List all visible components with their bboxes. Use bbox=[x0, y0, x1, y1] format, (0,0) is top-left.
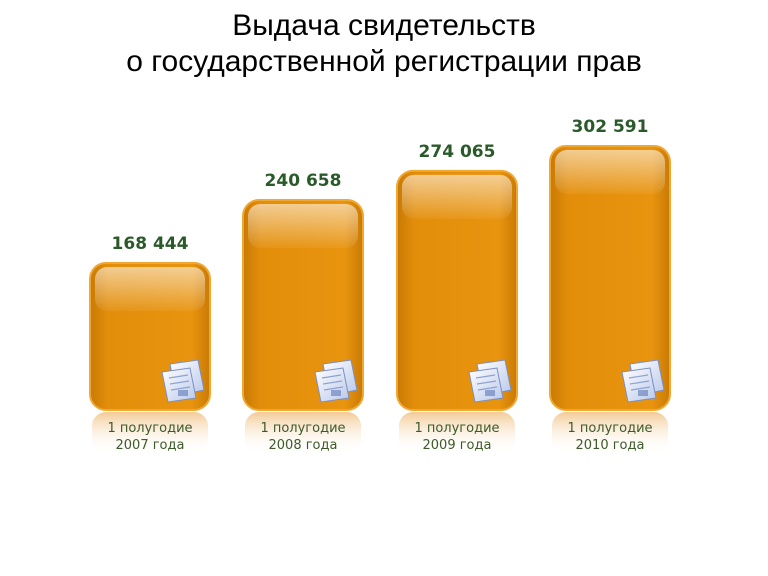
category-label: 1 полугодие bbox=[414, 421, 499, 436]
bar-gloss bbox=[248, 204, 358, 249]
bar bbox=[549, 145, 671, 411]
bar bbox=[396, 169, 518, 411]
bar-group: 240 658 1 полугодие 2008 года bbox=[242, 171, 364, 454]
category-label: 2008 года bbox=[269, 438, 338, 453]
category-label: 1 полугодие bbox=[107, 421, 192, 436]
bar-reflection bbox=[552, 412, 668, 454]
category-label: 1 полугодие bbox=[567, 421, 652, 436]
bars-layer: 168 444 1 полугодие 2007 года 240 658 1 полу… bbox=[89, 117, 671, 454]
bar-reflection bbox=[399, 412, 515, 454]
bar-value-label: 168 444 bbox=[112, 234, 189, 254]
chart-title-line-1: Выдача свидетельств bbox=[232, 9, 536, 42]
bar-gloss bbox=[555, 150, 665, 194]
document-icon bbox=[314, 359, 358, 403]
bar-reflection bbox=[245, 412, 361, 454]
category-label: 2009 года bbox=[423, 438, 492, 453]
chart-title-line-2: о государственной регистрации прав bbox=[126, 45, 642, 78]
bar-gloss bbox=[402, 174, 512, 219]
category-label: 2010 года bbox=[576, 438, 645, 453]
chart-title: Выдача свидетельств о государственной ре… bbox=[0, 8, 768, 80]
bar bbox=[242, 199, 364, 411]
bar-value-label: 302 591 bbox=[572, 117, 649, 137]
category-label: 2007 года bbox=[116, 438, 185, 453]
bar-value-label: 274 065 bbox=[419, 142, 496, 162]
bar-reflection bbox=[92, 412, 208, 454]
document-icon bbox=[621, 359, 665, 403]
bar-group: 168 444 1 полугодие 2007 года bbox=[89, 234, 211, 454]
bar-group: 274 065 1 полугодие 2009 года bbox=[396, 142, 518, 454]
document-icon bbox=[161, 359, 205, 403]
bar-group: 302 591 1 полугодие 2010 года bbox=[549, 117, 671, 454]
document-icon bbox=[468, 359, 512, 403]
bar-value-label: 240 658 bbox=[265, 171, 342, 191]
category-label: 1 полугодие bbox=[260, 421, 345, 436]
bar-gloss bbox=[95, 267, 205, 312]
